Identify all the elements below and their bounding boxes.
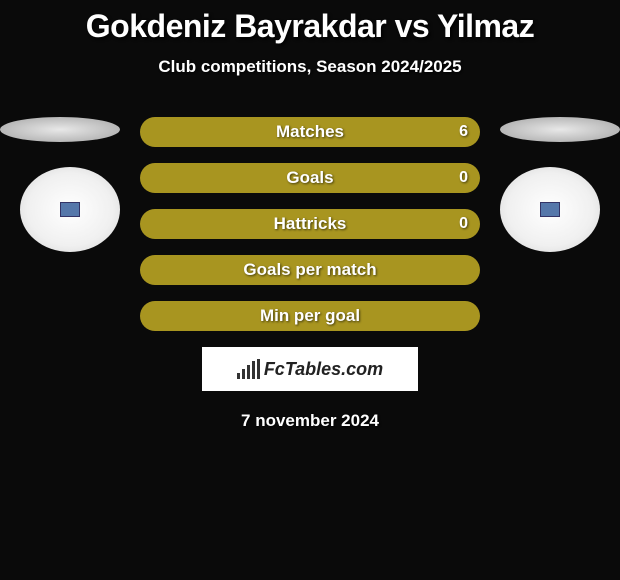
logo-bar: [257, 359, 260, 379]
stat-label: Goals per match: [243, 260, 376, 280]
infographic-container: Gokdeniz Bayrakdar vs Yilmaz Club compet…: [0, 0, 620, 431]
stat-row-goals: Goals 0: [140, 163, 480, 193]
stat-row-min-per-goal: Min per goal: [140, 301, 480, 331]
shield-icon: [540, 202, 560, 217]
shield-icon: [60, 202, 80, 217]
stat-rows: Matches 6 Goals 0 Hattricks 0 Goals per …: [140, 117, 480, 331]
stat-row-goals-per-match: Goals per match: [140, 255, 480, 285]
logo-text: FcTables.com: [264, 359, 383, 380]
stat-value-right: 0: [459, 169, 468, 187]
player-left-badge: [20, 167, 120, 252]
logo-box: FcTables.com: [202, 347, 418, 391]
stat-value-right: 6: [459, 123, 468, 141]
chart-bars-icon: [237, 359, 260, 379]
page-title: Gokdeniz Bayrakdar vs Yilmaz: [0, 8, 620, 45]
comparison-area: Matches 6 Goals 0 Hattricks 0 Goals per …: [0, 117, 620, 431]
logo-bar: [237, 373, 240, 379]
stat-value-right: 0: [459, 215, 468, 233]
player-left-ellipse: [0, 117, 120, 142]
logo-bar: [247, 365, 250, 379]
subtitle: Club competitions, Season 2024/2025: [0, 57, 620, 77]
logo-bar: [252, 361, 255, 379]
stat-row-hattricks: Hattricks 0: [140, 209, 480, 239]
stat-label: Goals: [286, 168, 333, 188]
stat-label: Min per goal: [260, 306, 360, 326]
date-text: 7 november 2024: [0, 411, 620, 431]
logo-bar: [242, 369, 245, 379]
stat-label: Matches: [276, 122, 344, 142]
stat-row-matches: Matches 6: [140, 117, 480, 147]
player-right-ellipse: [500, 117, 620, 142]
player-right-badge: [500, 167, 600, 252]
stat-label: Hattricks: [274, 214, 347, 234]
